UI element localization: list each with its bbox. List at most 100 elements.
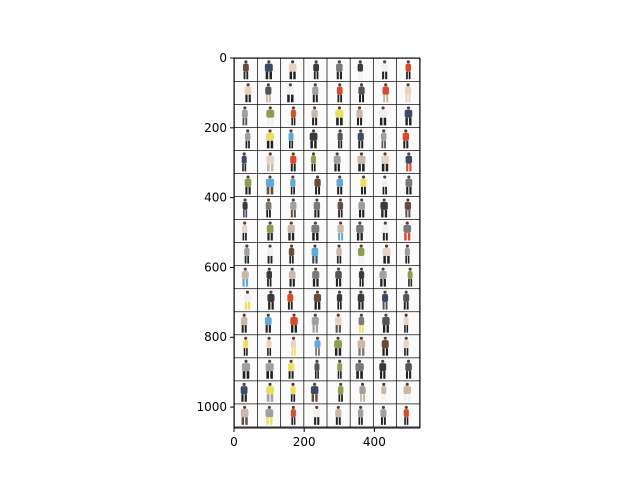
figure-head	[245, 290, 250, 294]
figure-leg	[267, 117, 270, 126]
figure-leg	[312, 278, 316, 287]
figure-leg	[247, 255, 250, 264]
figure-leg	[246, 71, 249, 80]
figure-leg	[245, 186, 248, 195]
figure-leg	[293, 394, 296, 402]
figure-head	[405, 382, 409, 386]
figure-leg	[358, 71, 360, 80]
figure-leg	[293, 348, 296, 356]
figure-leg	[340, 209, 343, 218]
figure-head	[291, 405, 295, 409]
figure-torso	[359, 386, 366, 395]
image-tile	[396, 219, 420, 243]
figure-leg	[409, 186, 412, 195]
figure-leg	[248, 186, 251, 195]
figure-leg	[363, 186, 366, 195]
figure-head	[357, 106, 362, 110]
figure-head	[335, 152, 339, 156]
image-tile	[396, 196, 420, 220]
figure-head	[291, 336, 296, 340]
figure-leg	[382, 71, 385, 80]
figure-torso	[266, 224, 274, 233]
figure-head	[336, 267, 341, 271]
figure-leg	[267, 163, 270, 172]
figure-leg	[244, 325, 247, 333]
figure-torso	[241, 317, 248, 326]
figure-torso	[382, 224, 389, 233]
figure-head	[406, 359, 411, 363]
image-tile	[327, 173, 350, 197]
image-tile	[304, 150, 327, 174]
figure-leg	[266, 371, 269, 379]
figure-leg	[336, 71, 339, 80]
figure-leg	[313, 71, 316, 80]
figure-leg	[317, 348, 320, 356]
image-tile	[257, 127, 281, 151]
image-tile	[257, 150, 281, 174]
figure-leg	[270, 232, 273, 241]
figure-leg	[403, 140, 406, 149]
figure-torso	[290, 155, 297, 164]
figure-leg	[339, 302, 342, 310]
figure-leg	[360, 232, 363, 241]
figure-leg	[291, 140, 294, 149]
figure-leg	[317, 417, 320, 425]
figure-leg	[356, 232, 360, 241]
figure-head	[242, 313, 246, 317]
figure-torso	[265, 86, 272, 95]
figure-head	[243, 405, 247, 409]
image-tile	[234, 219, 258, 243]
figure-leg	[358, 140, 361, 149]
figure-torso	[357, 132, 364, 141]
figure-leg	[245, 232, 247, 241]
figure-leg	[267, 278, 269, 287]
figure-head	[337, 60, 341, 64]
figure-head	[268, 382, 272, 386]
figure-leg	[383, 117, 387, 126]
figure-head	[383, 60, 387, 64]
figure-leg	[406, 302, 409, 310]
figure-torso	[265, 409, 274, 418]
figure-leg	[405, 255, 407, 264]
image-tile	[350, 219, 373, 243]
figure-torso	[310, 155, 317, 164]
image-tile	[304, 173, 327, 197]
figure-leg	[265, 71, 269, 80]
figure-head	[336, 336, 340, 340]
figure-torso	[404, 201, 412, 210]
figure-torso	[311, 109, 318, 118]
image-tile	[396, 150, 420, 174]
figure-head	[338, 129, 342, 133]
image-tile	[304, 266, 327, 289]
image-tile	[373, 81, 397, 105]
figure-torso	[313, 293, 322, 303]
figure-leg	[291, 371, 294, 379]
figure-head	[382, 129, 386, 133]
figure-leg	[266, 186, 270, 195]
figure-leg	[315, 394, 318, 402]
figure-torso	[356, 224, 364, 233]
figure-leg	[266, 417, 269, 425]
figure-torso	[337, 363, 343, 372]
figure-torso	[290, 409, 296, 418]
image-tile	[257, 266, 281, 289]
figure-leg	[311, 394, 315, 402]
figure-leg	[335, 325, 338, 333]
figure-leg	[382, 232, 385, 241]
figure-leg	[361, 348, 365, 356]
figure-torso	[357, 293, 365, 303]
figure-head	[315, 175, 320, 179]
figure-leg	[269, 348, 272, 356]
image-tile	[350, 127, 373, 151]
image-tile	[327, 150, 350, 174]
figure-leg	[244, 302, 247, 310]
figure-leg	[361, 417, 363, 425]
image-tile	[350, 58, 373, 82]
figure-leg	[362, 94, 365, 103]
figure-leg	[245, 94, 248, 103]
figure-head	[267, 60, 271, 64]
figure-leg	[359, 325, 361, 333]
figure-head	[289, 359, 293, 363]
figure-leg	[241, 417, 245, 425]
figure-torso	[356, 109, 363, 118]
